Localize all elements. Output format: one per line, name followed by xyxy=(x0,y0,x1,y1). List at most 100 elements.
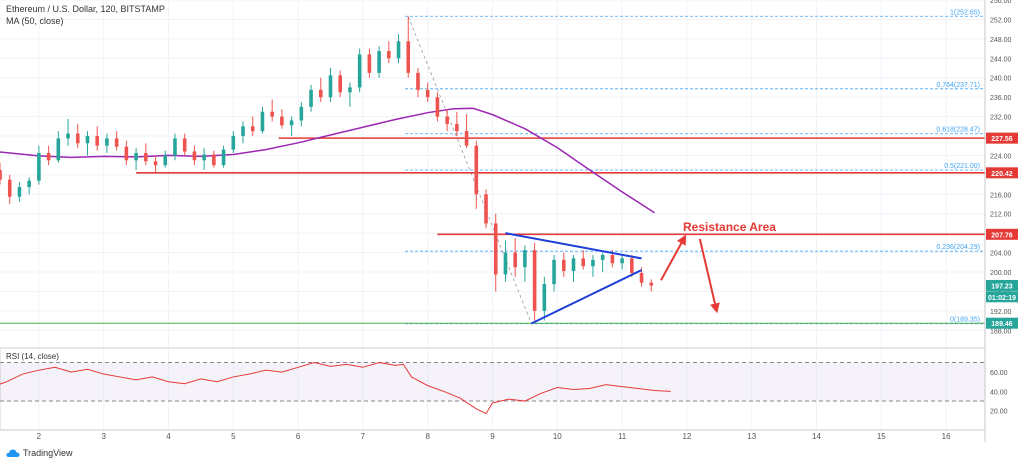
candle-down xyxy=(416,68,420,98)
candle-down xyxy=(474,140,479,209)
candle-body xyxy=(105,138,109,146)
candle-body xyxy=(542,284,547,311)
candle-body xyxy=(270,111,274,117)
candle-up xyxy=(542,276,547,321)
time-tick-label: 4 xyxy=(166,432,171,441)
price-tick-label: 188.00 xyxy=(990,328,1012,335)
candle-down xyxy=(280,109,284,129)
candle-up xyxy=(328,68,333,102)
candle-down xyxy=(649,279,654,292)
candle-body xyxy=(416,72,420,90)
candle-body xyxy=(649,282,654,286)
candle-down xyxy=(153,155,158,173)
candle-body xyxy=(503,252,508,275)
rsi-band xyxy=(0,362,985,402)
candle-body xyxy=(75,133,80,144)
candle-body xyxy=(280,116,284,126)
candle-down xyxy=(445,109,449,132)
candle-up xyxy=(396,34,401,64)
candle-body xyxy=(318,89,323,98)
candle-body xyxy=(600,255,605,260)
candle-body xyxy=(532,250,537,311)
ma-line xyxy=(0,107,655,214)
candle-up xyxy=(591,255,595,277)
candle-body xyxy=(367,54,372,73)
price-tick-label: 200.00 xyxy=(990,270,1012,277)
price-tick-label: 224.00 xyxy=(990,153,1012,160)
candle-body xyxy=(95,136,100,146)
fib-trend-line xyxy=(407,16,532,324)
candle-body xyxy=(202,154,206,161)
ma-50-line xyxy=(0,107,655,214)
ma-legend: MA (50, close) xyxy=(6,16,64,26)
candle-body xyxy=(7,179,12,197)
rsi-legend: RSI (14, close) xyxy=(6,352,59,361)
candle-body xyxy=(591,259,595,267)
price-tick-label: 256.00 xyxy=(990,0,1012,5)
candle-up xyxy=(620,255,624,270)
time-tick-label: 8 xyxy=(425,432,430,441)
rsi-tick-label: 40.00 xyxy=(990,389,1008,396)
candle-down xyxy=(425,82,430,102)
candle-up xyxy=(202,148,206,170)
horizontal-levels xyxy=(0,137,985,324)
candle-body xyxy=(66,133,70,139)
candle-body xyxy=(85,136,90,144)
price-tags: 227.56 220.42 207.76 197.23 01:02:19 189.46 xyxy=(986,132,1018,329)
candle-body xyxy=(348,87,352,93)
price-tick-label: 192.00 xyxy=(990,309,1012,316)
candle-up xyxy=(134,148,138,170)
candle-down xyxy=(75,123,80,149)
candle-down xyxy=(212,150,216,168)
candle-up xyxy=(377,46,381,78)
fib-label: 1(252.65) xyxy=(950,9,980,16)
time-tick-label: 2 xyxy=(37,432,42,441)
grid xyxy=(0,0,985,430)
candle-body xyxy=(571,258,576,272)
candle-body xyxy=(396,41,401,59)
price-tag-label: 189.46 xyxy=(991,321,1013,328)
candle-body xyxy=(260,111,265,132)
candle-body xyxy=(630,258,634,273)
candle-body xyxy=(124,146,129,161)
price-tick-label: 236.00 xyxy=(990,95,1012,102)
fib-retracement: 1(252.65) 0.764(237.71) 0.618(228.47) 0.5(2… xyxy=(405,9,985,325)
projection-arrows xyxy=(660,234,720,314)
candle-body xyxy=(37,153,41,181)
time-axis[interactable]: 2 3 4 5 6 7 8 9 10 11 12 13 14 15 16 xyxy=(37,432,951,441)
price-tag-label: 207.76 xyxy=(991,232,1013,239)
candle-down xyxy=(455,111,459,136)
candle-body xyxy=(182,138,187,152)
arrow-down xyxy=(698,238,720,314)
tradingview-branding[interactable]: TradingView xyxy=(6,448,73,458)
candle-down xyxy=(250,116,255,136)
fib-label: 0.236(204.29) xyxy=(936,244,980,251)
candle-down xyxy=(338,70,343,98)
candle-body xyxy=(144,153,148,162)
candle-body xyxy=(425,89,430,98)
price-tag-label: 227.56 xyxy=(991,136,1013,143)
candle-up xyxy=(241,121,245,144)
candle-up xyxy=(105,133,109,153)
candle-body xyxy=(620,258,624,264)
candle-up xyxy=(523,245,527,282)
candle-down xyxy=(464,114,469,149)
price-tick-label: 248.00 xyxy=(990,37,1012,44)
triangle-upper-line xyxy=(505,232,642,260)
candle-up xyxy=(66,119,70,146)
candle-down xyxy=(561,252,566,277)
price-tag-label: 220.42 xyxy=(991,171,1013,178)
time-tick-label: 14 xyxy=(812,432,821,441)
candle-down xyxy=(367,48,372,78)
candle-body xyxy=(212,154,216,166)
price-tag-label: 01:02:19 xyxy=(988,295,1016,302)
candle-body xyxy=(231,136,236,150)
cloud-icon xyxy=(6,449,20,457)
candle-body xyxy=(406,41,411,73)
candle-body xyxy=(46,153,51,161)
candle-body xyxy=(445,116,449,124)
price-tag-label: 197.23 xyxy=(991,283,1013,290)
candle-up xyxy=(600,252,605,272)
candle-body xyxy=(610,255,615,264)
